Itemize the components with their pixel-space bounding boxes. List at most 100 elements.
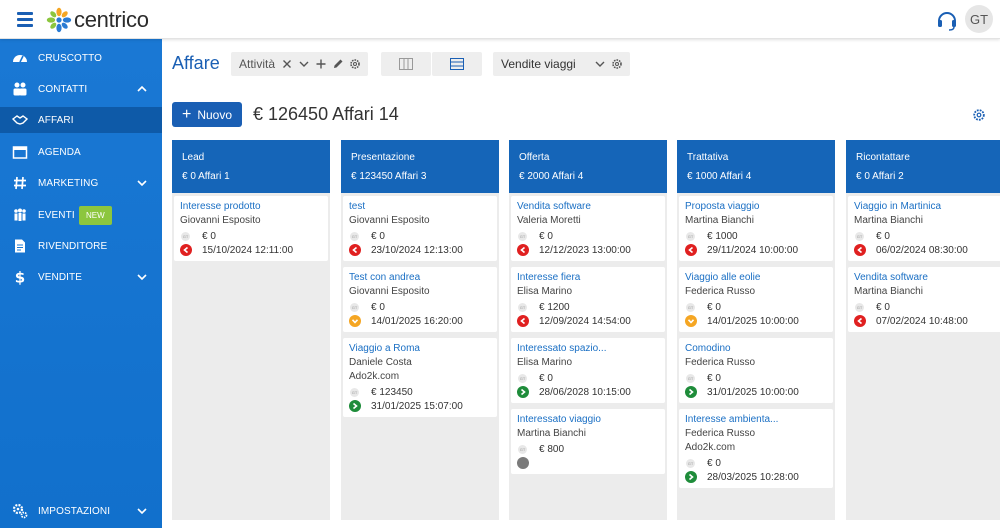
deal-title[interactable]: Viaggio a Roma — [349, 343, 420, 354]
sidebar-item-contatti[interactable]: CONTATTI — [0, 76, 162, 102]
handshake-icon — [12, 115, 28, 125]
sidebar-item-agenda[interactable]: AGENDA — [0, 139, 162, 165]
people-icon — [14, 208, 26, 221]
status-red-icon — [854, 244, 866, 256]
sidebar-item-label: CONTATTI — [38, 83, 88, 95]
columns-icon — [399, 58, 413, 70]
status-green-icon — [349, 400, 361, 412]
sidebar-item-affari[interactable]: AFFARI — [0, 107, 162, 133]
avatar[interactable]: GT — [965, 5, 993, 33]
column-title: Offerta — [519, 152, 550, 163]
status-green-icon — [685, 386, 697, 398]
deal-title[interactable]: Vendita software — [517, 201, 591, 212]
deal-card[interactable]: Viaggio in Martinica Martina Bianchi GT € 0… — [848, 196, 1000, 261]
gear-icon[interactable] — [349, 58, 361, 70]
plus-icon: + — [181, 105, 192, 123]
deal-title[interactable]: Interesse ambienta... — [685, 414, 779, 425]
chevron-down-icon[interactable] — [136, 271, 148, 283]
deal-card[interactable]: Interesse fiera Elisa Marino GT € 1200 12/09… — [511, 267, 665, 332]
view-select[interactable]: Attività — [231, 52, 368, 76]
deal-card[interactable]: Test con andrea Giovanni Esposito GT € 0 14/… — [343, 267, 497, 332]
deal-card[interactable]: Vendita software Martina Bianchi GT € 0 07/0… — [848, 267, 1000, 332]
sidebar-item-label: AFFARI — [38, 114, 74, 126]
deal-contact: Ado2k.com — [349, 371, 400, 382]
deal-contact: Federica Russo — [685, 286, 756, 297]
deal-title[interactable]: Proposta viaggio — [685, 201, 760, 212]
deal-title[interactable]: Interessato viaggio — [517, 414, 601, 425]
deal-date: 23/10/2024 12:13:00 — [371, 244, 463, 256]
deal-card[interactable]: Comodino Federica Russo GT € 0 31/01/2025 10… — [679, 338, 833, 403]
pipeline-select[interactable]: Vendite viaggi — [493, 52, 630, 76]
sidebar-item-label: AGENDA — [38, 146, 81, 158]
column-header: Ricontattare € 0 Affari 2 — [846, 140, 1000, 193]
deal-card[interactable]: Interesse prodotto Giovanni Esposito GT € 0… — [174, 196, 328, 261]
deal-title[interactable]: Test con andrea — [349, 272, 421, 283]
chevron-up-icon[interactable] — [136, 83, 148, 95]
deal-card[interactable]: Viaggio a Roma Daniele Costa Ado2k.com GT € … — [343, 338, 497, 417]
pipeline-column: Ricontattare € 0 Affari 2 Viaggio in Marti… — [846, 140, 1000, 520]
deal-contact: Federica Russo — [685, 357, 756, 368]
status-red-icon — [349, 244, 361, 256]
sidebar-item-impostazioni[interactable]: IMPOSTAZIONI — [0, 498, 162, 524]
cogs-icon — [12, 503, 28, 519]
deal-title[interactable]: Comodino — [685, 343, 731, 354]
headset-icon[interactable] — [936, 9, 958, 31]
board-settings-icon[interactable] — [972, 108, 986, 122]
column-stats: € 0 Affari 2 — [856, 171, 904, 182]
owner-avatar-icon: GT — [686, 302, 695, 312]
deal-title[interactable]: Vendita software — [854, 272, 928, 283]
new-deal-button[interactable]: + Nuovo — [172, 102, 242, 127]
deal-title[interactable]: Viaggio alle eolie — [685, 272, 761, 283]
deal-title[interactable]: Viaggio in Martinica — [854, 201, 942, 212]
chevron-down-icon[interactable] — [136, 505, 148, 517]
deal-contact: Martina Bianchi — [517, 428, 586, 439]
deal-amount: € 800 — [539, 443, 565, 455]
logo[interactable]: centrico — [46, 7, 149, 33]
sidebar-item-eventi[interactable]: EVENTI NEW — [0, 202, 162, 228]
chevron-down-icon[interactable] — [298, 58, 310, 70]
svg-text:$: $ — [15, 269, 25, 285]
deal-contact: Daniele Costa — [349, 357, 412, 368]
column-title: Lead — [182, 152, 205, 163]
deal-amount: € 0 — [707, 301, 721, 313]
deal-date: 06/02/2024 08:30:00 — [876, 244, 968, 256]
sidebar-item-vendite[interactable]: $ VENDITE — [0, 264, 162, 290]
status-red-icon — [517, 244, 529, 256]
sidebar-item-rivenditore[interactable]: RIVENDITORE — [0, 233, 162, 259]
kanban-view-toggle[interactable] — [381, 52, 431, 76]
edit-icon[interactable] — [332, 58, 344, 70]
document-icon — [15, 239, 25, 253]
clear-icon[interactable] — [281, 58, 293, 70]
status-red-icon — [854, 315, 866, 327]
deal-card[interactable]: Interessato viaggio Martina Bianchi GT € 80… — [511, 409, 665, 474]
deal-title[interactable]: Interesse prodotto — [180, 201, 261, 212]
deal-card[interactable]: Viaggio alle eolie Federica Russo GT € 0 14/… — [679, 267, 833, 332]
deal-card[interactable]: Interessato spazio... Elisa Marino GT € 0 28… — [511, 338, 665, 403]
deal-card[interactable]: test Giovanni Esposito GT € 0 23/10/2024 12:… — [343, 196, 497, 261]
chevron-down-icon[interactable] — [136, 177, 148, 189]
deal-amount: € 0 — [539, 372, 553, 384]
deal-card[interactable]: Proposta viaggio Martina Bianchi GT € 1000 2… — [679, 196, 833, 261]
sidebar-item-marketing[interactable]: MARKETING — [0, 170, 162, 196]
owner-avatar-icon: GT — [855, 302, 864, 312]
status-green-icon — [685, 471, 697, 483]
deal-contact: Martina Bianchi — [854, 286, 923, 297]
pipeline-column: Offerta € 2000 Affari 4 Vendita software Va… — [509, 140, 667, 520]
deal-contact: Federica Russo — [685, 428, 756, 439]
deal-title[interactable]: Interesse fiera — [517, 272, 581, 283]
add-icon[interactable] — [315, 58, 327, 70]
deal-amount: € 0 — [707, 457, 721, 469]
deal-date: 14/01/2025 10:00:00 — [707, 315, 799, 327]
menu-icon[interactable] — [17, 12, 33, 27]
deal-date: 31/01/2025 10:00:00 — [707, 386, 799, 398]
deal-title[interactable]: test — [349, 201, 366, 212]
gear-icon[interactable] — [611, 58, 623, 70]
chevron-down-icon[interactable] — [594, 58, 606, 70]
column-title: Ricontattare — [856, 152, 910, 163]
list-view-toggle[interactable] — [432, 52, 482, 76]
deal-card[interactable]: Interesse ambienta... Federica Russo Ado2k… — [679, 409, 833, 488]
deal-title[interactable]: Interessato spazio... — [517, 343, 607, 354]
deal-card[interactable]: Vendita software Valeria Moretti GT € 0 12/1… — [511, 196, 665, 261]
sidebar-item-label: EVENTI — [38, 209, 75, 221]
sidebar-item-cruscotto[interactable]: CRUSCOTTO — [0, 45, 162, 71]
